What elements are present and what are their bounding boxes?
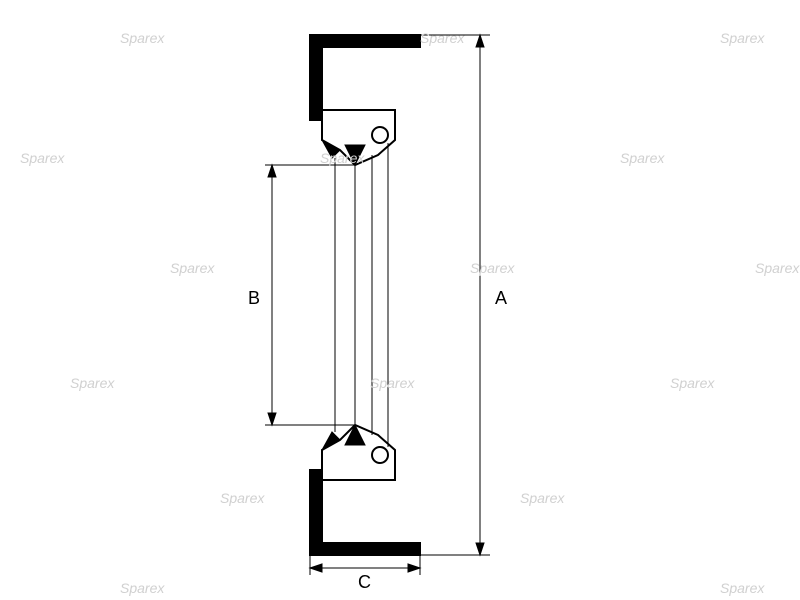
dimension-b (265, 165, 355, 425)
seal-bottom-profile (310, 425, 420, 555)
dimension-label-b: B (248, 288, 260, 309)
seal-vertical-lines (335, 143, 388, 447)
dimension-label-a: A (495, 288, 507, 309)
dimension-label-c: C (358, 572, 371, 593)
seal-diagram (0, 0, 800, 600)
dimension-a (420, 35, 490, 555)
seal-top-profile (310, 35, 420, 165)
